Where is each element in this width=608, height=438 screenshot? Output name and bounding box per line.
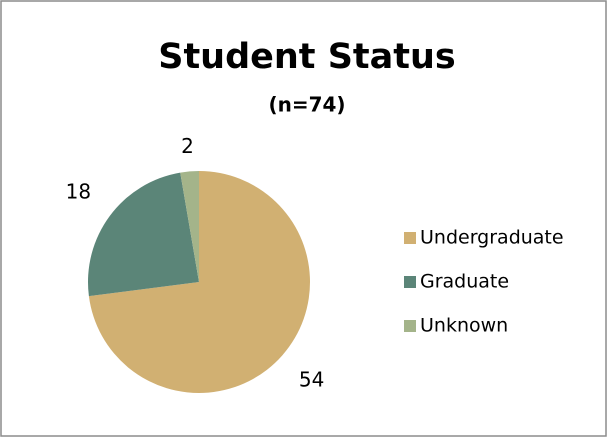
chart-title: Student Status — [158, 37, 456, 77]
legend-swatch — [404, 320, 416, 332]
data-label: 2 — [181, 134, 194, 158]
pie-slice — [180, 171, 199, 282]
pie-slice — [87, 172, 199, 297]
legend-swatch — [404, 276, 416, 288]
legend-label: Undergraduate — [420, 227, 564, 249]
data-label: 18 — [66, 179, 91, 203]
legend-label: Graduate — [420, 271, 509, 293]
legend-label: Unknown — [420, 315, 508, 337]
data-label: 54 — [299, 368, 324, 392]
pie-slice — [88, 171, 311, 393]
chart-subtitle: (n=74) — [268, 93, 345, 117]
legend-swatch — [404, 232, 416, 244]
